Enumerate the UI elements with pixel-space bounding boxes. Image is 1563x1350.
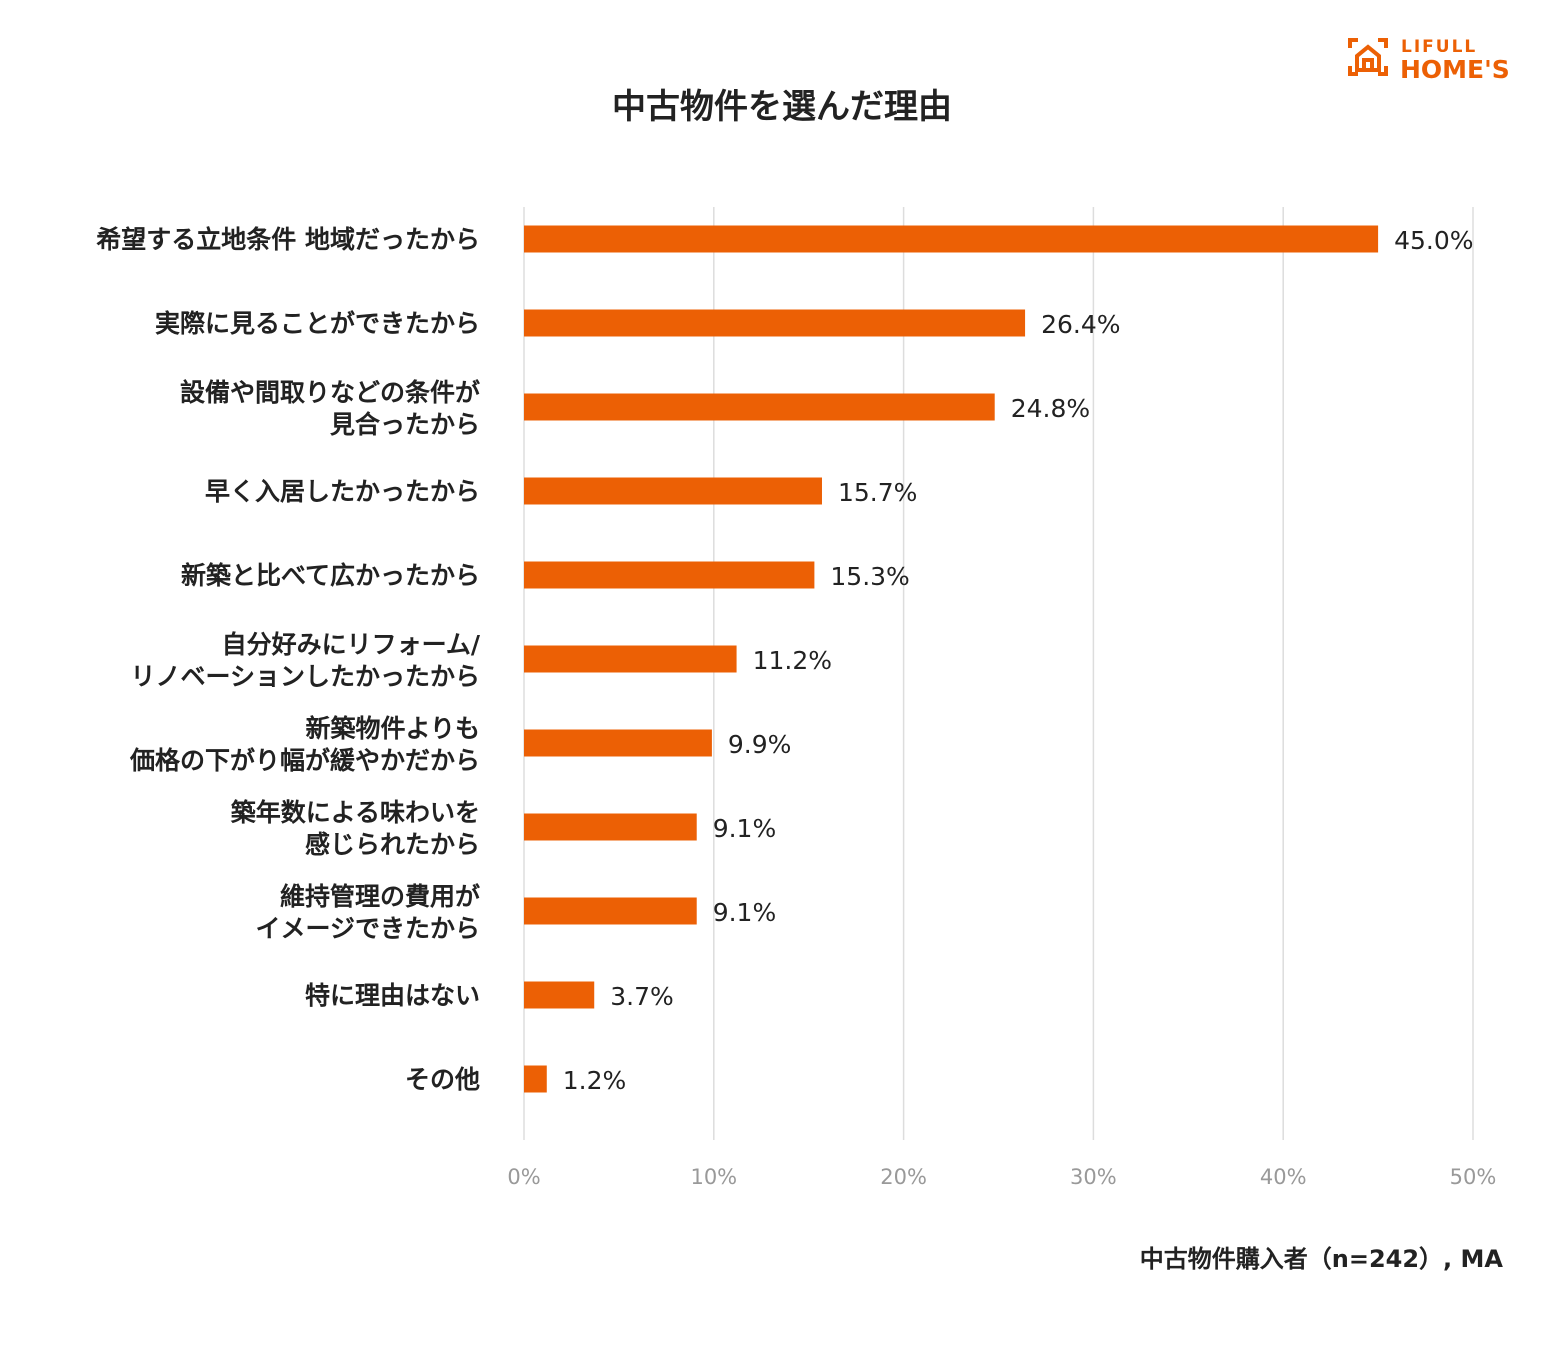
data-label: 1.2%	[563, 1066, 627, 1095]
data-label: 45.0%	[1394, 226, 1473, 255]
bars	[524, 225, 1379, 1093]
chart-title: 中古物件を選んだ理由	[612, 87, 952, 127]
category-label: 見合ったから	[330, 410, 480, 439]
x-tick-label: 20%	[880, 1165, 927, 1189]
bar	[524, 225, 1379, 253]
x-tick-label: 40%	[1260, 1165, 1307, 1189]
bar	[524, 477, 822, 505]
bar	[524, 813, 697, 841]
x-tick-label: 0%	[507, 1165, 540, 1189]
category-label: 希望する立地条件 地域だったから	[96, 225, 480, 254]
category-label: 自分好みにリフォーム/	[222, 630, 481, 659]
data-label: 3.7%	[610, 982, 674, 1011]
x-tick-label: 30%	[1070, 1165, 1117, 1189]
lifull-homes-logo: LIFULL HOME'S	[1348, 37, 1510, 84]
category-label: 維持管理の費用が	[280, 882, 480, 911]
category-label: 設備や間取りなどの条件が	[180, 378, 480, 407]
category-label: 実際に見ることができたから	[155, 309, 480, 338]
bar	[524, 1065, 547, 1093]
category-label: 新築物件よりも	[305, 714, 480, 743]
sample-note: 中古物件購入者（n=242）, MA	[1140, 1245, 1504, 1273]
x-tick-label: 10%	[690, 1165, 737, 1189]
data-label: 15.7%	[838, 478, 917, 507]
bar	[524, 393, 995, 421]
category-label: イメージできたから	[255, 914, 480, 943]
x-axis-ticks: 0% 10% 20% 30% 40% 50%	[507, 1165, 1496, 1189]
logo-line1: LIFULL	[1401, 37, 1477, 57]
category-label: 早く入居したかったから	[205, 477, 480, 506]
category-label: リノベーションしたかったから	[130, 662, 480, 691]
data-label: 24.8%	[1011, 394, 1090, 423]
bar	[524, 981, 595, 1009]
category-label: その他	[405, 1065, 480, 1094]
value-labels: 45.0% 26.4% 24.8% 15.7% 15.3% 11.2% 9.9% 9.1% 9.…	[563, 226, 1474, 1095]
data-label: 9.1%	[713, 898, 777, 927]
category-labels: 希望する立地条件 地域だったから実際に見ることができたから設備や間取りなどの条件…	[96, 225, 481, 1094]
category-label: 特に理由はない	[305, 981, 480, 1010]
bar	[524, 309, 1026, 337]
bar	[524, 645, 737, 673]
x-tick-label: 50%	[1450, 1165, 1497, 1189]
data-label: 26.4%	[1041, 310, 1120, 339]
bar	[524, 897, 697, 925]
bar	[524, 561, 815, 589]
category-label: 新築と比べて広かったから	[181, 561, 480, 590]
category-label: 感じられたから	[305, 830, 480, 859]
bar	[524, 729, 712, 757]
data-label: 9.1%	[713, 814, 777, 843]
logo-line2: HOME'S	[1400, 55, 1510, 84]
data-label: 9.9%	[728, 730, 792, 759]
category-label: 価格の下がり幅が緩やかだから	[129, 746, 480, 775]
category-label: 築年数による味わいを	[230, 798, 480, 827]
house-logo-icon	[1348, 38, 1388, 76]
data-label: 15.3%	[830, 562, 909, 591]
data-label: 11.2%	[753, 646, 832, 675]
